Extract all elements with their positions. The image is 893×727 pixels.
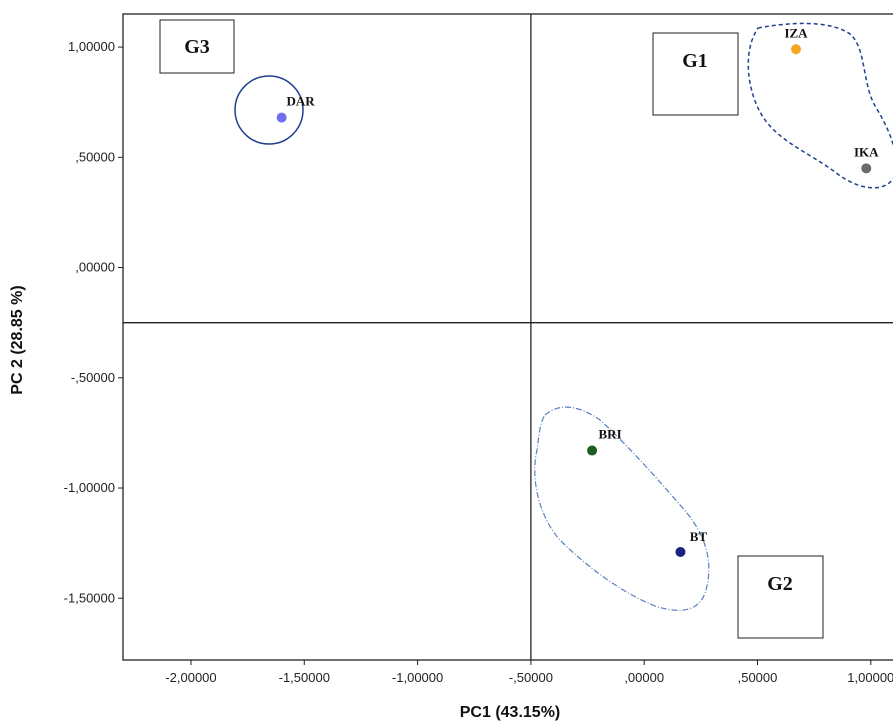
y-tick-label: ,50000	[75, 149, 115, 164]
x-axis-title: PC1 (43.15%)	[460, 704, 561, 721]
x-tick-label: 1,00000	[847, 670, 893, 685]
point-label-ika: IKA	[854, 144, 879, 159]
group-g3-box	[159, 19, 235, 74]
group-g2-label: G2	[767, 573, 793, 595]
point-label-iza: IZA	[784, 25, 808, 40]
point-dar	[276, 112, 287, 123]
x-tick-label: -1,00000	[392, 670, 443, 685]
group-g1-label: G1	[682, 50, 708, 72]
data-points: IZA IKA DAR BRI BT	[276, 25, 879, 557]
group-g1-box	[652, 32, 739, 116]
point-bt	[675, 546, 686, 557]
point-bri	[587, 445, 598, 456]
axis-ticks: -2,00000 -1,50000 -1,00000 -,50000 ,00000 ,50…	[64, 39, 893, 685]
group-g3-label: G3	[184, 36, 210, 58]
point-iza	[791, 44, 802, 55]
point-ika	[861, 163, 872, 174]
x-tick-label: -1,50000	[279, 670, 330, 685]
group-g2-outline	[534, 406, 710, 611]
y-tick-label: ,00000	[75, 260, 115, 275]
plot-frame	[122, 13, 893, 661]
y-tick-label: -1,50000	[64, 590, 115, 605]
x-tick-label: -2,00000	[165, 670, 216, 685]
point-label-dar: DAR	[287, 94, 316, 109]
y-tick-label: 1,00000	[68, 39, 115, 54]
y-axis-title: PC 2 (28.85 %)	[9, 285, 26, 394]
group-g2-box	[737, 555, 824, 639]
point-label-bt: BT	[690, 529, 708, 544]
x-tick-label: -,50000	[509, 670, 553, 685]
x-tick-label: ,00000	[624, 670, 664, 685]
x-tick-label: ,50000	[738, 670, 778, 685]
point-label-bri: BRI	[599, 427, 622, 442]
group-g3-outline	[234, 75, 304, 145]
y-tick-label: -1,00000	[64, 480, 115, 495]
group-g1-outline	[747, 22, 893, 189]
y-tick-label: -,50000	[71, 370, 115, 385]
